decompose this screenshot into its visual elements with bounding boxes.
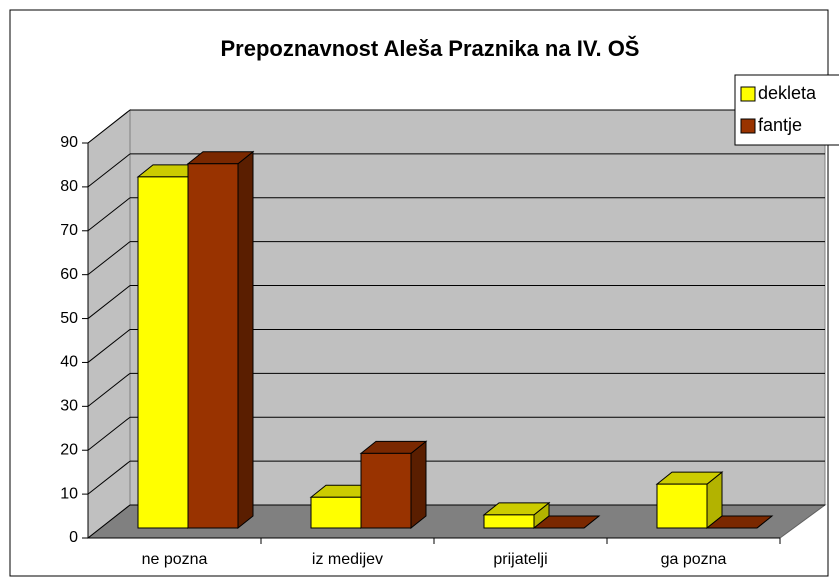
y-tick-label: 20 [60, 441, 78, 458]
bar [359, 440, 428, 530]
y-tick-label: 80 [60, 178, 78, 195]
bar-face [137, 176, 189, 529]
y-tick-label: 90 [60, 134, 78, 151]
x-tick-label: prijatelji [493, 551, 547, 568]
bar [655, 471, 724, 530]
grid-line [87, 153, 131, 188]
bar-face [410, 440, 427, 530]
y-tick-label: 50 [60, 310, 78, 327]
y-tick-label: 60 [60, 266, 78, 283]
bar-face [360, 452, 412, 529]
bar-face [483, 514, 535, 529]
grid-line [87, 197, 131, 232]
side-wall [87, 108, 131, 540]
bar [705, 515, 774, 529]
grid-line [87, 109, 131, 144]
grid-line [87, 241, 131, 276]
grid-line [87, 504, 131, 539]
bar-face [237, 150, 254, 530]
bar [532, 515, 601, 529]
legend-swatch [740, 86, 756, 102]
y-tick-label: 40 [60, 354, 78, 371]
bar-face [656, 483, 708, 529]
grid-line [87, 416, 131, 451]
legend-swatch [740, 118, 756, 134]
chart-title: Prepoznavnost Aleša Praznika na IV. OŠ [221, 36, 640, 61]
grid-line [87, 372, 131, 407]
grid-line [87, 285, 131, 319]
x-tick-label: ga pozna [661, 551, 727, 568]
grid-line [87, 460, 131, 495]
bar-face [187, 163, 239, 529]
y-tick-label: 10 [60, 485, 78, 502]
y-tick-label: 30 [60, 398, 78, 415]
bar-face [705, 515, 774, 529]
x-tick-label: iz medijev [312, 551, 383, 568]
legend-label: dekleta [758, 83, 817, 103]
y-tick-label: 70 [60, 222, 78, 239]
bar [186, 150, 255, 530]
legend-label: fantje [758, 115, 802, 135]
bar-face [310, 496, 362, 529]
bar [482, 501, 551, 530]
x-tick-label: ne pozna [142, 551, 208, 568]
grid-line [87, 329, 131, 363]
y-tick-label: 0 [69, 529, 78, 546]
bar-face [532, 515, 601, 529]
